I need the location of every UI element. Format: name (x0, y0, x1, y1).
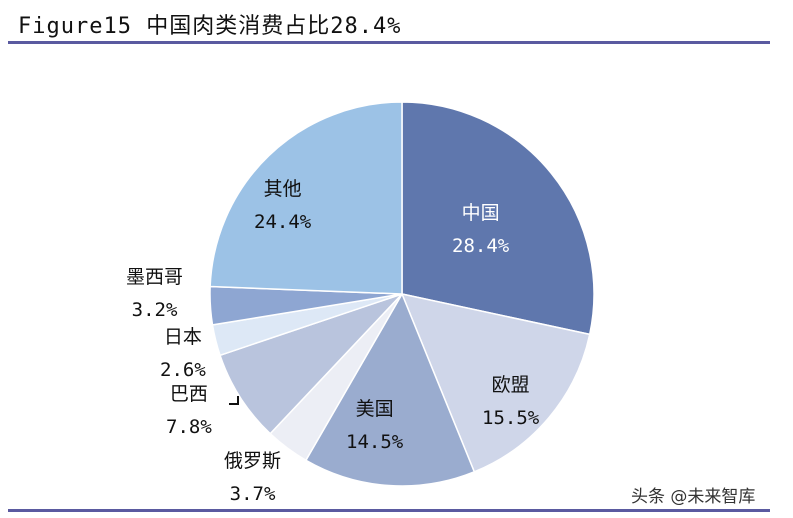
label-name: 美国 (355, 398, 394, 420)
pie-slice-2 (304, 292, 476, 487)
leader-line (229, 396, 239, 405)
slice-label-japan: 日本 2.6% (160, 328, 206, 380)
label-name: 巴西 (169, 383, 208, 405)
slice-label-other: 其他 24.4% (254, 180, 311, 232)
label-name: 其他 (263, 178, 302, 200)
label-value: 2.6% (160, 359, 206, 381)
figure-title: Figure15 中国肉类消费占比28.4% (18, 14, 402, 39)
label-value: 24.4% (254, 211, 312, 233)
label-name: 墨西哥 (126, 266, 184, 288)
slice-label-usa: 美国 14.5% (346, 400, 403, 452)
label-name: 欧盟 (491, 374, 530, 396)
title-divider (8, 41, 770, 44)
slice-label-china: 中国 28.4% (452, 204, 509, 256)
watermark: 头条 @未来智库 (631, 487, 756, 507)
label-value: 28.4% (452, 235, 510, 257)
label-name: 日本 (163, 326, 202, 348)
label-name: 俄罗斯 (224, 450, 282, 472)
label-value: 15.5% (482, 407, 540, 429)
pie-slice-1 (400, 292, 591, 473)
label-name: 中国 (461, 202, 500, 224)
pie-slice-7 (209, 101, 403, 295)
label-value: 14.5% (346, 431, 404, 453)
bottom-divider (8, 509, 770, 512)
label-value: 3.2% (131, 299, 178, 321)
slice-label-brazil: 巴西 7.8% (166, 385, 212, 437)
label-value: 3.7% (229, 483, 276, 505)
slice-label-mexico: 墨西哥 3.2% (126, 268, 183, 320)
slice-label-russia: 俄罗斯 3.7% (224, 452, 281, 504)
slice-label-eu: 欧盟 15.5% (482, 376, 539, 428)
pie-slice-4 (219, 293, 403, 435)
pie-slice-0 (401, 101, 595, 336)
label-value: 7.8% (166, 416, 212, 438)
